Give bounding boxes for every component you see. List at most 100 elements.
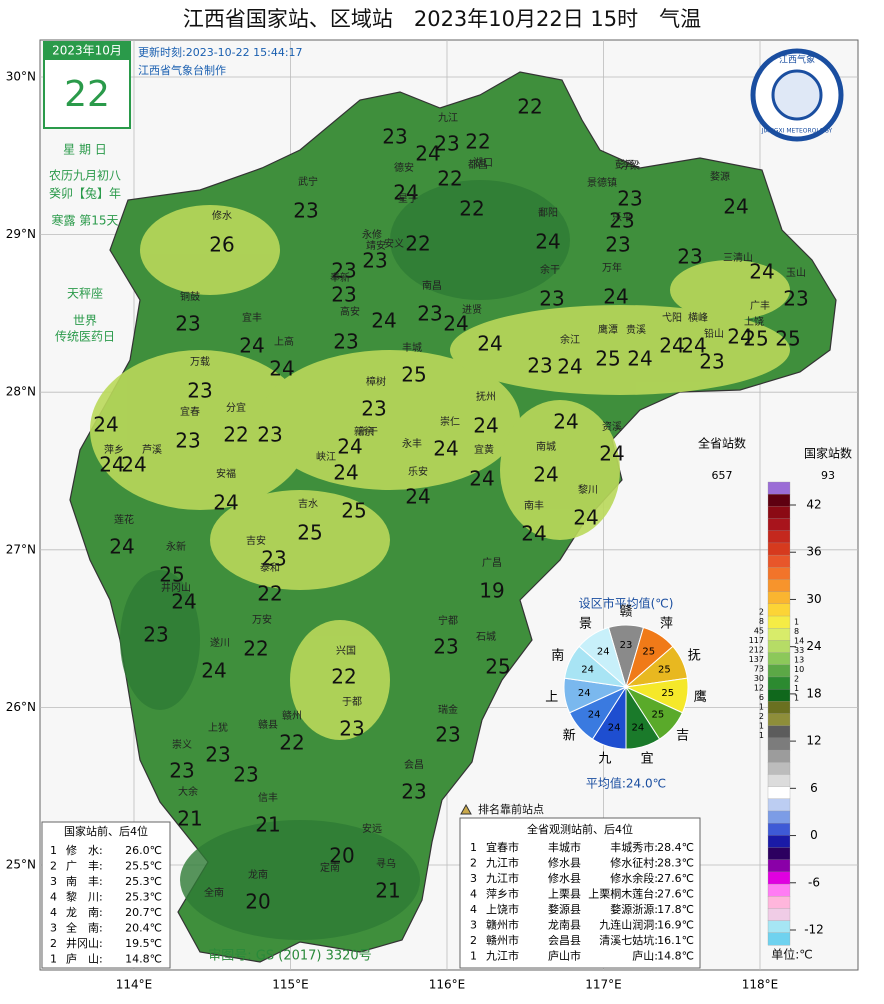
colorbar-swatch (767, 554, 791, 568)
pie-category: 萍 (660, 616, 673, 631)
temperature: 23 (175, 429, 200, 453)
table-cell: 1 (50, 953, 57, 966)
table-cell: 4 (470, 903, 477, 916)
area (120, 570, 200, 710)
pie-slice (578, 626, 627, 689)
city-name: 万载 (190, 356, 210, 368)
table-cell: 会昌县 (548, 934, 581, 947)
lat-label: 25°N (6, 858, 36, 872)
city-name: 武宁 (298, 175, 318, 188)
temperature: 24 (213, 491, 238, 515)
table-cell: 广 丰: (66, 860, 103, 873)
province-bin: 117 (749, 636, 764, 645)
temperature: 23 (677, 245, 702, 269)
city-name: 赣县 (258, 718, 278, 731)
table-cell: 丰城秀市: (610, 840, 658, 854)
temperature: 21 (255, 813, 280, 837)
temperature: 22 (279, 731, 304, 755)
colorbar-swatch (767, 481, 791, 495)
city-name: 广昌 (482, 557, 502, 569)
temperature: 21 (375, 879, 400, 903)
area (670, 260, 790, 320)
city-name: 遂川 (210, 636, 230, 649)
colorbar-swatch (767, 603, 791, 617)
colorbar-swatch (767, 652, 791, 666)
table-cell: 4 (50, 906, 57, 919)
area (90, 350, 310, 510)
temperature: 24 (599, 442, 624, 466)
pie-category: 上 (545, 690, 558, 705)
temperature: 24 (405, 485, 430, 509)
zodiac: 天秤座 (67, 286, 103, 301)
colorbar-swatch (767, 542, 791, 556)
table-cell: 宜春市 (486, 840, 519, 854)
temperature: 23 (331, 283, 356, 307)
temperature: 24 (393, 181, 418, 205)
national-bin: 10 (794, 665, 804, 674)
area (260, 350, 520, 490)
temperature: 23 (187, 379, 212, 403)
colorbar-swatch (767, 932, 791, 946)
temperature: 25 (775, 327, 800, 351)
city-name: 南城 (536, 440, 556, 453)
table-cell: 黎 川: (66, 890, 103, 904)
temperature: 23 (331, 259, 356, 283)
pie-category: 新 (563, 728, 576, 744)
colorbar-swatch (767, 823, 791, 836)
table-cell: 清溪七姑坑: (599, 933, 658, 947)
city-name: 靖安 (366, 239, 386, 252)
lat-label: 30°N (6, 70, 36, 84)
temperature: 24 (533, 463, 558, 487)
table-cell: 26.0℃ (125, 844, 162, 857)
city-name: 樟树 (366, 375, 386, 388)
city-name: 上犹 (208, 722, 228, 734)
city-name: 贵溪 (626, 323, 646, 336)
table-cell: 2 (50, 937, 57, 950)
city-name: 婺源 (710, 170, 730, 183)
colorbar-swatch (767, 628, 791, 641)
temperature: 22 (257, 582, 282, 606)
temperature: 24 (659, 334, 684, 358)
city-name: 湖口 (473, 157, 493, 169)
colorbar-swatch (767, 701, 791, 714)
city-name: 瑞金 (438, 703, 458, 716)
marker-icon (460, 803, 472, 815)
calendar-day: 22 (64, 74, 110, 115)
city-name: 石城 (476, 631, 496, 643)
temperature: 24 (171, 590, 196, 614)
temperature: 24 (433, 437, 458, 461)
city-name: 上饶 (744, 315, 764, 328)
temperature: 22 (437, 167, 462, 191)
pie-title: 设区市平均值(℃) (579, 596, 674, 611)
temperature: 24 (535, 230, 560, 254)
city-name: 永修 (362, 228, 382, 241)
city-name: 德安 (394, 161, 414, 174)
table-cell: 修水县 (548, 871, 581, 885)
temperature: 23 (261, 547, 286, 571)
province-bin: 30 (754, 674, 764, 683)
temperature: 24 (473, 414, 498, 438)
city-name: 三清山 (723, 251, 753, 264)
lat-label: 26°N (6, 700, 36, 714)
pie-value: 25 (661, 688, 674, 699)
colorbar-swatch (767, 494, 791, 507)
province-bin: 2 (759, 712, 764, 721)
city-name: 龙南 (248, 868, 268, 881)
city-name: 乐平 (612, 212, 632, 224)
table-cell: 庐 山: (66, 952, 103, 966)
temperature: 25 (595, 347, 620, 371)
city-name: 都昌 (468, 159, 488, 171)
colorbar-swatch (767, 859, 791, 873)
update-time: 更新时刻:2023-10-22 15:44:17 (138, 45, 303, 59)
national-bin: 1 (794, 684, 799, 693)
colorbar-swatch (767, 688, 791, 702)
city-name: 会昌 (404, 758, 424, 771)
national-bin: 33 (794, 646, 804, 655)
temperature: 24 (603, 285, 628, 309)
table-cell: 4 (50, 891, 57, 904)
city-name: 南丰 (524, 499, 544, 512)
pie-category: 抚 (688, 648, 701, 663)
temperature: 24 (727, 325, 752, 349)
calendar-header (44, 42, 130, 60)
event: 传统医药日 (55, 329, 115, 344)
